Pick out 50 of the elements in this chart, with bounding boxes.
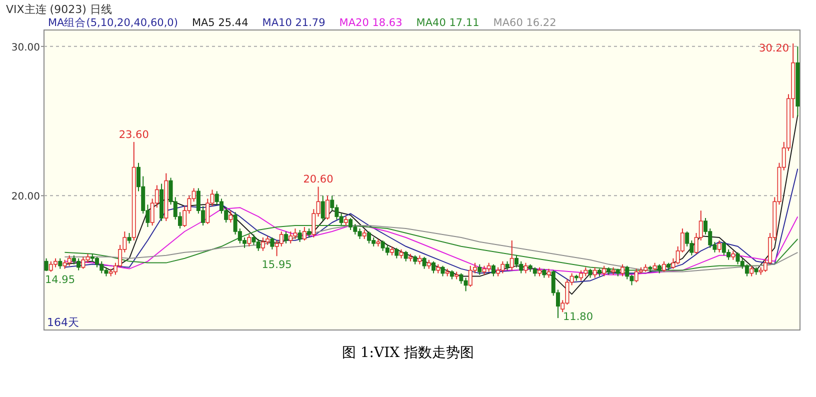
candlestick — [404, 250, 408, 262]
candlestick — [491, 264, 496, 277]
candlestick — [717, 240, 722, 253]
annotation: 14.95 — [44, 274, 76, 286]
annotation: 23.60 — [118, 128, 149, 141]
text: MA20 18.63 — [339, 17, 402, 29]
candlestick — [284, 230, 288, 244]
candlestick — [625, 265, 630, 280]
chart-title: VIX主连 (9023) 日线 — [6, 3, 112, 16]
candlestick — [422, 256, 426, 270]
legend-title: MA组合(5,10,20,40,60,0) — [48, 16, 178, 29]
caption: 图 1:VIX 指数走势图 — [342, 345, 474, 361]
candlestick — [127, 232, 132, 244]
y-tick-label: 20.00 — [11, 192, 40, 203]
candlestick — [478, 264, 482, 276]
annotation: 11.80 — [562, 311, 594, 324]
candlestick — [510, 240, 514, 271]
candlestick — [592, 266, 597, 278]
candlestick — [620, 264, 625, 277]
text: MA5 25.44 — [192, 17, 249, 29]
candlestick — [320, 195, 325, 222]
candlestick — [298, 230, 302, 242]
candlestick — [524, 262, 528, 274]
candlestick — [744, 264, 749, 277]
candlestick — [279, 230, 284, 247]
y-tick-label: 30.00 — [11, 42, 40, 54]
text: MA60 16.22 — [493, 17, 556, 29]
annotation: 20.60 — [303, 174, 334, 186]
annotation: 164天 — [47, 316, 79, 329]
candlestick — [326, 195, 330, 220]
candlestick — [750, 265, 754, 277]
candlestick — [662, 260, 666, 272]
text: MA40 17.11 — [416, 17, 480, 29]
candlestick — [432, 260, 436, 274]
candlestick — [579, 270, 584, 282]
candlestick — [394, 247, 399, 259]
candlestick — [348, 218, 353, 230]
candlestick — [302, 226, 306, 241]
candlestick — [440, 265, 445, 277]
annotation: 15.95 — [262, 259, 292, 272]
candlestick — [270, 236, 274, 250]
candlestick — [228, 210, 233, 224]
candlestick — [44, 258, 48, 272]
candlestick — [602, 265, 606, 277]
candlestick — [385, 244, 390, 256]
candlestick — [247, 234, 252, 247]
candlestick — [288, 230, 293, 244]
candlestick — [58, 258, 62, 270]
text: MA10 21.79 — [262, 17, 326, 29]
annotation: 30.20 — [759, 42, 790, 54]
